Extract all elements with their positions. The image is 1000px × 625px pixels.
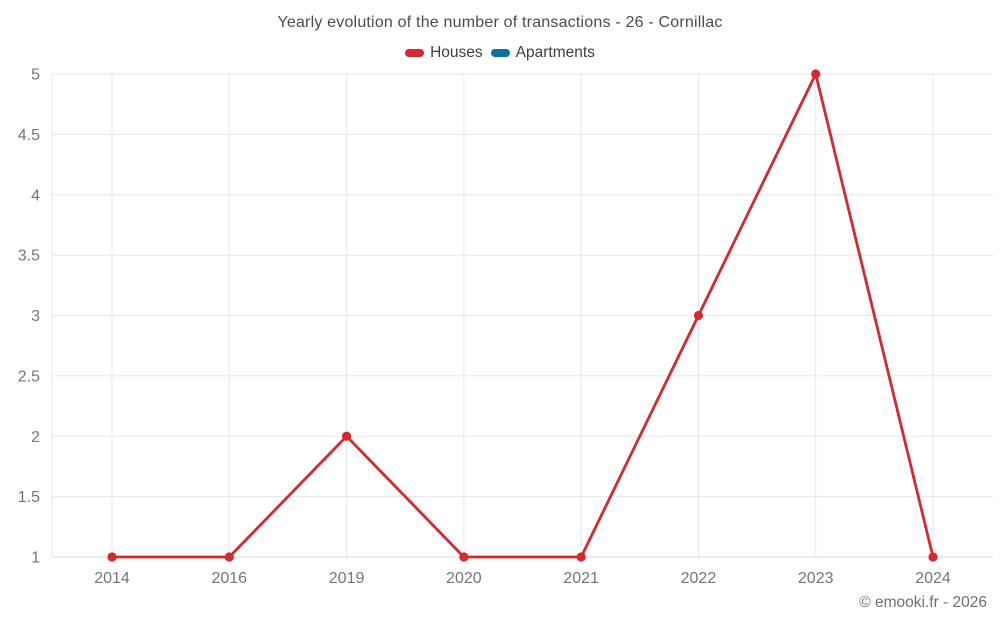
y-axis-tick-label: 3 [31,308,40,325]
data-point-houses-2020[interactable] [459,552,469,562]
x-axis-tick-label: 2014 [94,570,130,587]
data-point-houses-2023[interactable] [811,69,821,79]
data-point-houses-2021[interactable] [576,552,586,562]
y-axis-tick-label: 2.5 [18,368,40,385]
data-point-houses-2019[interactable] [341,431,352,441]
data-point-houses-2016[interactable] [224,552,234,562]
chart-title: Yearly evolution of the number of transa… [277,14,723,31]
data-point-houses-2014[interactable] [107,552,117,562]
legend: Houses Apartments [0,43,1000,63]
y-axis-tick-label: 4.5 [18,127,40,144]
legend-item-apartments[interactable]: Apartments [490,44,595,62]
data-point-houses-2022[interactable] [693,310,704,321]
x-axis-tick-label: 2023 [798,570,834,587]
x-axis-tick-label: 2021 [563,570,599,587]
x-axis-tick-label: 2022 [681,570,717,587]
y-axis-tick-label: 2 [31,429,40,446]
copyright: © emooki.fr - 2026 [859,594,987,611]
legend-label: Houses [430,44,483,61]
legend-swatch-icon [490,49,510,57]
x-axis-tick-label: 2024 [915,570,951,587]
y-axis-tick-label: 4 [31,187,40,204]
legend-swatch-icon [405,49,425,57]
y-axis-tick-label: 5 [31,67,40,84]
x-axis-tick-label: 2016 [211,570,247,587]
series-line-houses [112,72,935,559]
legend-label: Apartments [515,44,595,61]
x-axis-tick-label: 2020 [446,570,482,587]
y-axis-tick-label: 1.5 [18,489,40,506]
y-axis-tick-label: 3.5 [18,248,40,265]
legend-item-houses[interactable]: Houses [405,44,483,62]
data-point-houses-2024[interactable] [928,552,938,562]
x-axis-tick-label: 2019 [329,570,365,587]
y-axis-tick-label: 1 [31,550,40,567]
